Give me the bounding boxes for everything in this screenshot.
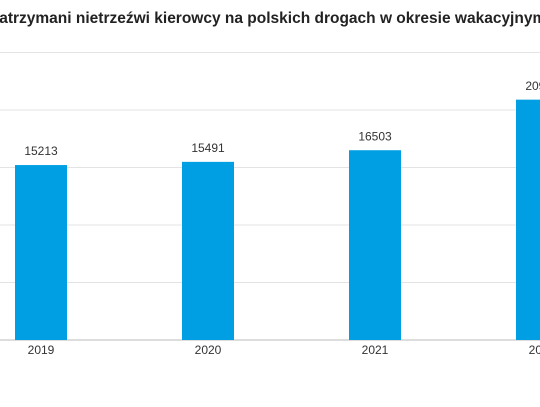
value-label: 15213 (24, 144, 58, 158)
bar (182, 161, 234, 340)
value-label: 16503 (358, 129, 392, 143)
x-tick-label: 2021 (362, 343, 389, 357)
x-tick-label: 2020 (195, 343, 222, 357)
bar (349, 150, 401, 340)
bar (516, 99, 540, 341)
x-tick-label: 2019 (28, 343, 55, 357)
value-label: 15491 (191, 141, 225, 155)
bar (15, 165, 67, 340)
chart-title: Zatrzymani nietrzeźwi kierowcy na polski… (0, 10, 540, 27)
x-tick-label: 2022 (529, 343, 540, 357)
value-label: 20900 (525, 79, 540, 93)
